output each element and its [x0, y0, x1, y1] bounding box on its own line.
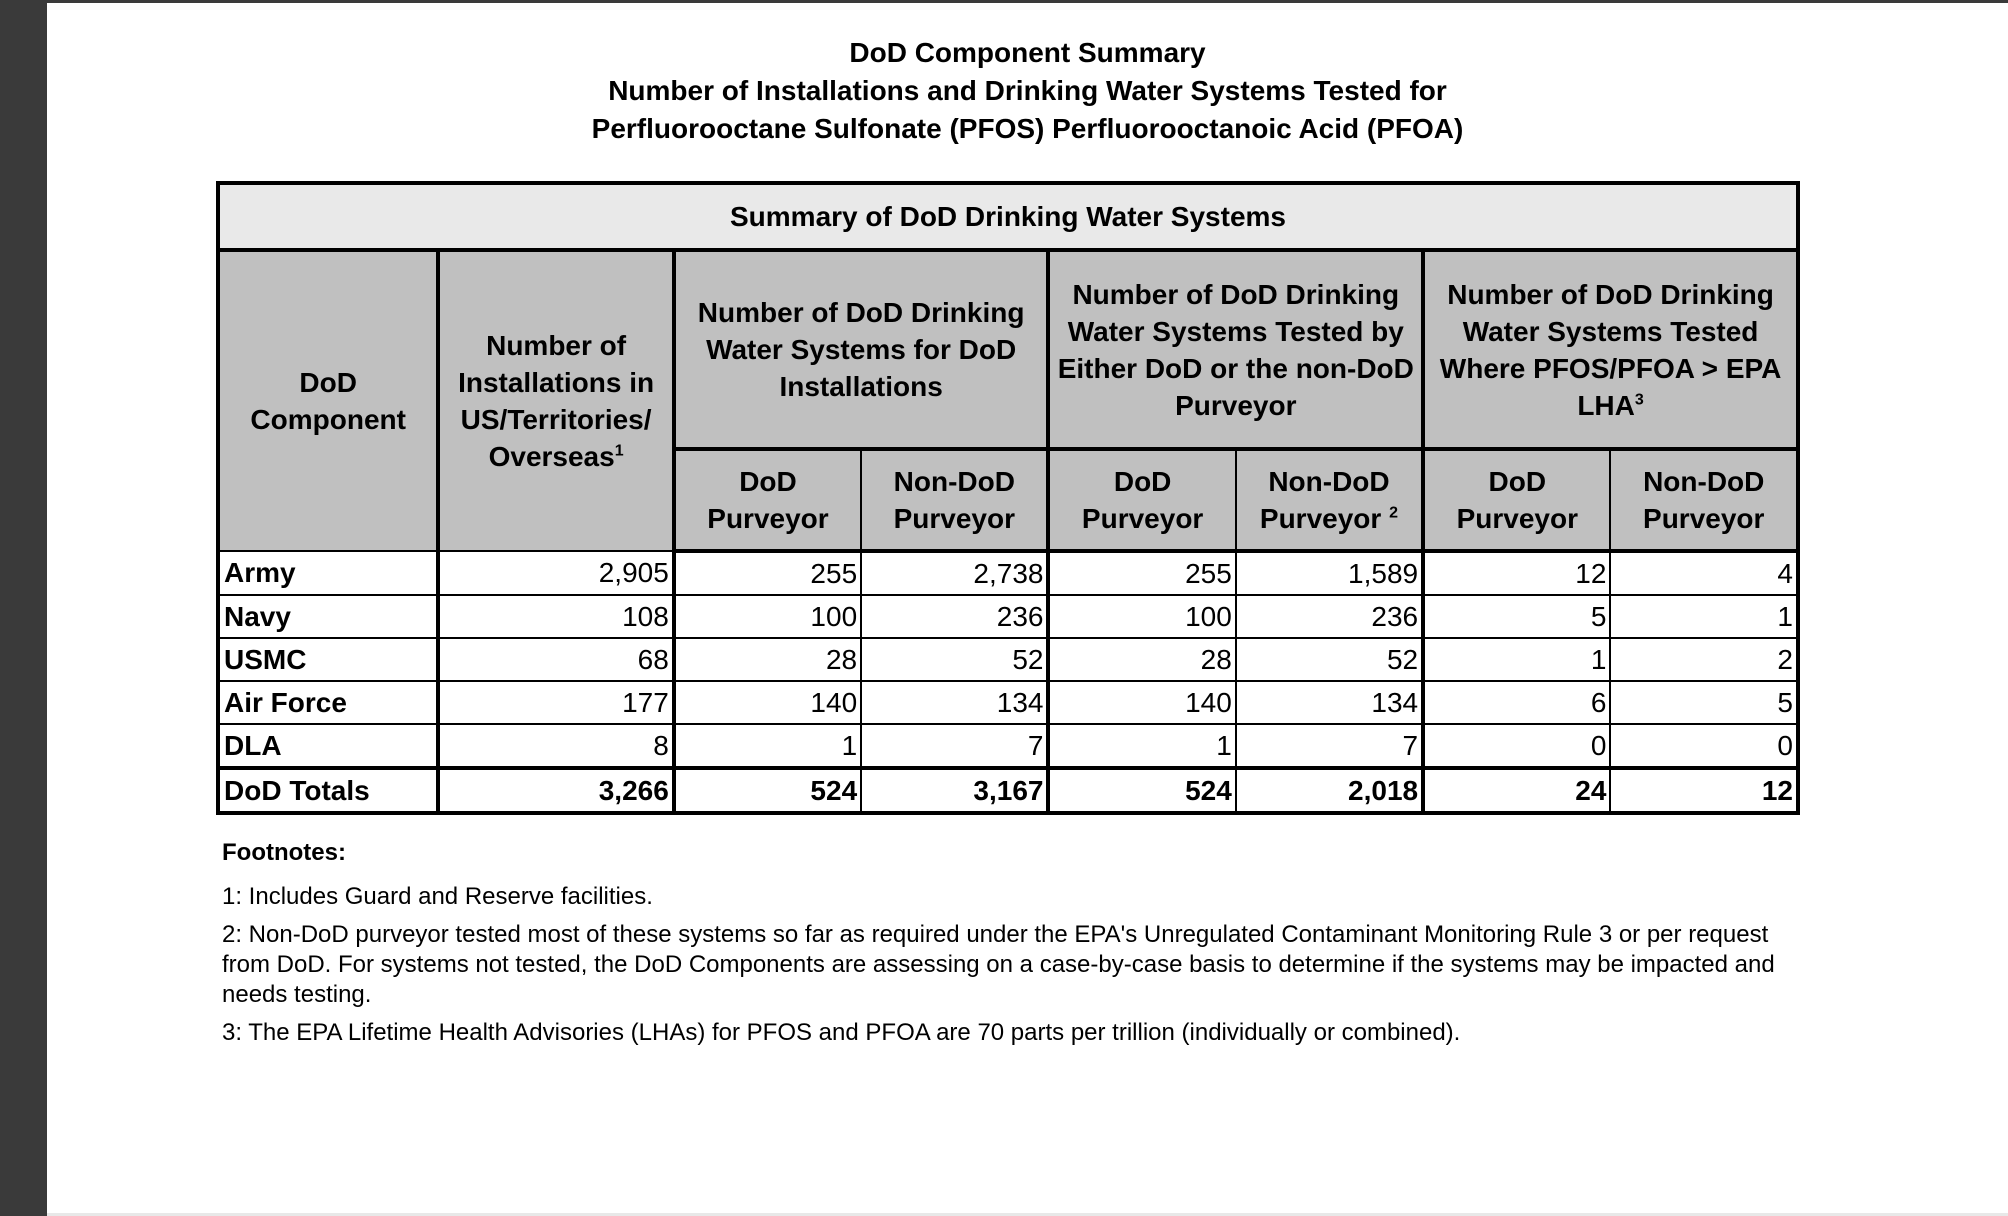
table-cell: 7	[860, 723, 1050, 769]
table-row: Air Force 177 140 134 140 134 6 5	[216, 680, 1799, 725]
table-row: DLA 8 1 7 1 7 0 0	[216, 723, 1799, 769]
table-cell: 5	[1609, 680, 1799, 725]
table-cell: 52	[1234, 637, 1425, 682]
footnotes-heading: Footnotes:	[222, 839, 346, 866]
table-cell: 236	[860, 594, 1050, 639]
table-band-header: Summary of DoD Drinking Water Systems	[217, 182, 1799, 252]
totals-row: DoD Totals 3,266 524 3,167 524 2,018 24 12	[216, 766, 1799, 814]
table-cell: 524	[671, 766, 863, 814]
table-cell: 52	[860, 637, 1050, 682]
table-cell: 12	[1609, 766, 1799, 814]
table-cell: 68	[436, 637, 675, 682]
header-dod-purveyor-systems: DoD Purveyor	[671, 448, 863, 553]
header-group-systems: Number of DoD Drinking Water Systems for…	[671, 249, 1050, 451]
header-nondod-purveyor-tested: Non-DoD Purveyor 2	[1234, 448, 1425, 553]
viewer-side-border	[0, 0, 47, 1216]
table-cell: 4	[1609, 550, 1799, 596]
table-cell: 1	[671, 723, 863, 769]
table-cell: 2,738	[860, 550, 1050, 596]
table-cell: 140	[1046, 680, 1237, 725]
header-dod-component-label: DoD Component	[250, 367, 406, 435]
row-component-name: DoD Totals	[216, 766, 440, 814]
header-installations-label: Number of Installations in US/Territorie…	[458, 330, 655, 472]
table-row: Army 2,905 255 2,738 255 1,589 12 4	[216, 550, 1799, 596]
header-group-exceed: Number of DoD Drinking Water Systems Tes…	[1421, 249, 1799, 451]
row-component-name: Army	[216, 550, 440, 596]
footnote-1: 1: Includes Guard and Reserve facilities…	[222, 883, 653, 910]
row-component-name: Navy	[216, 594, 440, 639]
footnote-ref-3: 3	[1634, 391, 1644, 409]
table-cell: 2	[1609, 637, 1799, 682]
table-cell: 1	[1609, 594, 1799, 639]
footnotes-section: Footnotes: 1: Includes Guard and Reserve…	[222, 838, 1782, 1056]
table-cell: 1,589	[1234, 550, 1425, 596]
document-title: DoD Component Summary Number of Installa…	[47, 34, 2008, 148]
summary-table: Summary of DoD Drinking Water Systems Do…	[216, 181, 1800, 815]
table-cell: 3,167	[860, 766, 1050, 814]
table-cell: 12	[1421, 550, 1612, 596]
header-nondod-purveyor-exceed: Non-DoD Purveyor	[1609, 448, 1799, 553]
header-group-exceed-label: Number of DoD Drinking Water Systems Tes…	[1439, 278, 1782, 421]
table-cell: 7	[1234, 723, 1425, 769]
table-cell: 6	[1421, 680, 1612, 725]
header-nondod-purveyor-tested-label: Non-DoD Purveyor	[1259, 466, 1390, 534]
table-cell: 0	[1609, 723, 1799, 769]
table-cell: 255	[1046, 550, 1237, 596]
table-cell: 100	[1046, 594, 1237, 639]
header-dod-purveyor-exceed: DoD Purveyor	[1421, 448, 1612, 553]
footnote-ref-1: 1	[614, 442, 624, 460]
title-line-1: DoD Component Summary	[849, 37, 1206, 68]
table-cell: 236	[1234, 594, 1425, 639]
row-component-name: Air Force	[216, 680, 440, 725]
table-body: Army 2,905 255 2,738 255 1,589 12 4 Navy 108 100 23…	[216, 550, 1799, 814]
table-cell: 8	[436, 723, 675, 769]
header-nondod-purveyor-systems: Non-DoD Purveyor	[860, 448, 1050, 553]
table-cell: 134	[860, 680, 1050, 725]
viewer-top-border	[47, 0, 2008, 3]
table-cell: 255	[671, 550, 863, 596]
title-line-2: Number of Installations and Drinking Wat…	[608, 75, 1447, 106]
table-cell: 3,266	[436, 766, 675, 814]
title-line-3: Perfluorooctane Sulfonate (PFOS) Perfluo…	[591, 113, 1464, 144]
table-cell: 140	[671, 680, 863, 725]
header-dod-component: DoD Component	[216, 249, 440, 552]
header-group-tested: Number of DoD Drinking Water Systems Tes…	[1046, 249, 1425, 451]
table-row: Navy 108 100 236 100 236 5 1	[216, 594, 1799, 639]
table-cell: 2,905	[436, 550, 675, 596]
row-component-name: USMC	[216, 637, 440, 682]
table-cell: 2,018	[1234, 766, 1425, 814]
table-cell: 0	[1421, 723, 1612, 769]
table-cell: 108	[436, 594, 675, 639]
header-dod-purveyor-tested: DoD Purveyor	[1046, 448, 1237, 553]
table-cell: 134	[1234, 680, 1425, 725]
row-component-name: DLA	[216, 723, 440, 769]
footnote-ref-2: 2	[1389, 504, 1398, 522]
table-cell: 28	[671, 637, 863, 682]
table-cell: 100	[671, 594, 863, 639]
table-cell: 5	[1421, 594, 1612, 639]
table-cell: 177	[436, 680, 675, 725]
table-cell: 1	[1046, 723, 1237, 769]
table-cell: 1	[1421, 637, 1612, 682]
viewer-bottom-border	[47, 1213, 2008, 1216]
table-cell: 524	[1046, 766, 1237, 814]
table-cell: 28	[1046, 637, 1237, 682]
table-cell: 24	[1421, 766, 1612, 814]
table-row: USMC 68 28 52 28 52 1 2	[216, 637, 1799, 682]
footnote-2: 2: Non-DoD purveyor tested most of these…	[222, 921, 1775, 1008]
header-installations: Number of Installations in US/Territorie…	[436, 249, 675, 552]
footnote-3: 3: The EPA Lifetime Health Advisories (L…	[222, 1019, 1461, 1046]
